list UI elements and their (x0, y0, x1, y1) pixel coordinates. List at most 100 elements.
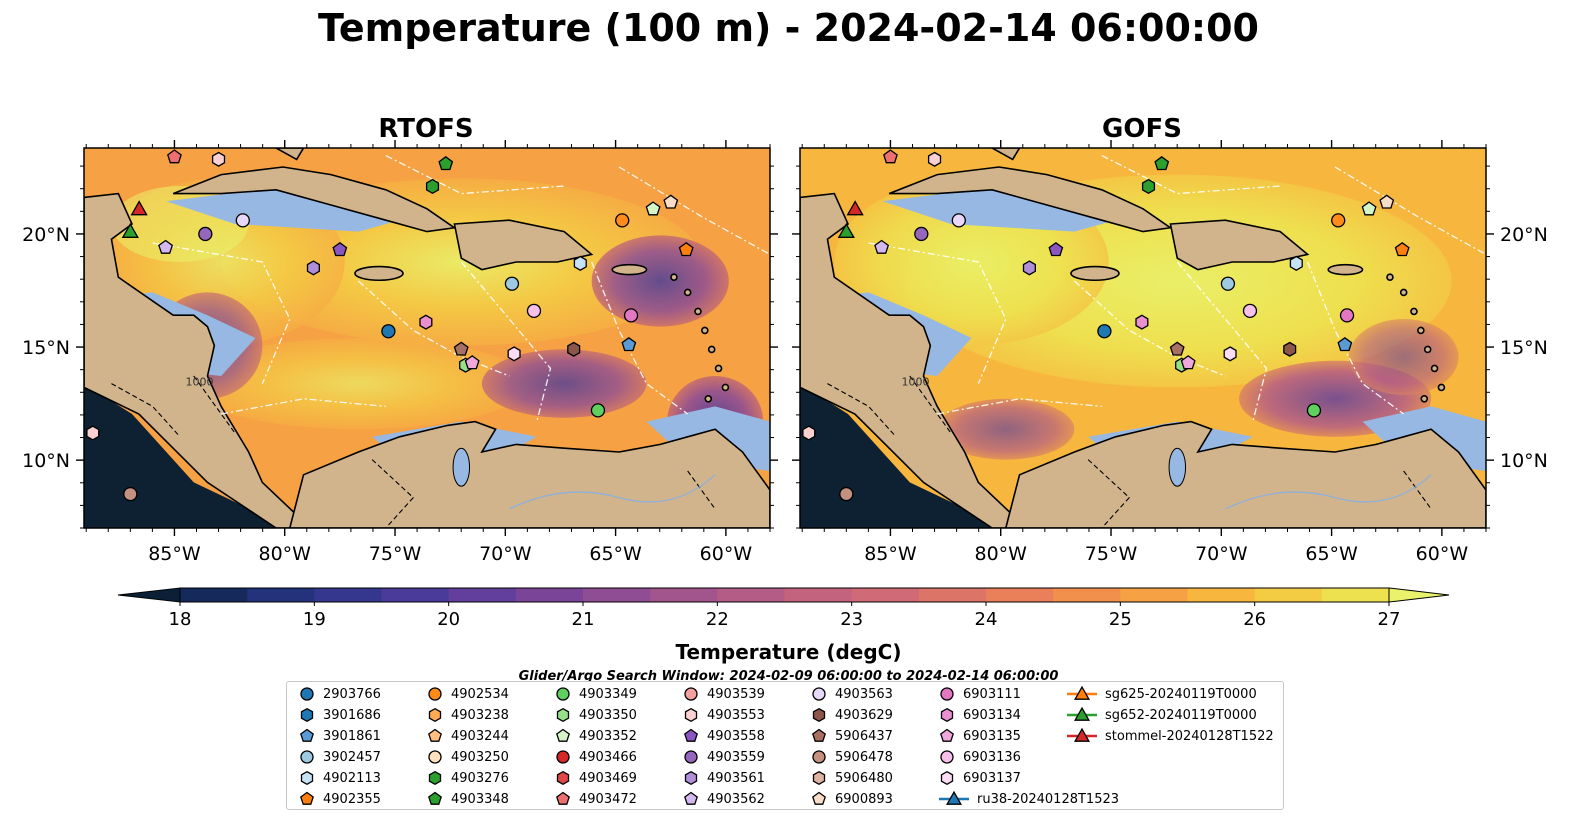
float-marker-4903558 (1048, 241, 1064, 257)
legend-item: 4903350 (553, 705, 637, 725)
legend-label: 4903250 (451, 749, 509, 765)
legend-label: 4902534 (451, 686, 509, 702)
legend-label: 6903134 (963, 707, 1021, 723)
legend-pentagon-icon (556, 791, 570, 805)
float-marker-3902457 (1220, 276, 1236, 291)
legend-item: 4903244 (425, 726, 509, 746)
lon-tick-label: 70°W (1195, 543, 1248, 565)
antilles-island (704, 394, 713, 403)
legend-item: 3901686 (297, 705, 381, 725)
legend-label: sg625-20240119T0000 (1105, 686, 1257, 702)
float-marker-4903561 (1022, 260, 1036, 276)
country-border (1087, 459, 1131, 528)
contour-label: 1000 (185, 376, 213, 389)
float-marker-4903276 (425, 178, 440, 195)
puerto-rico-land (1327, 263, 1364, 276)
eez-boundary (152, 242, 291, 384)
legend-label: 6903135 (963, 728, 1021, 744)
legend-label: 3901686 (323, 707, 381, 723)
river (1225, 474, 1432, 510)
temperature-patch (1348, 319, 1459, 395)
lon-tick-label: 60°W (700, 543, 753, 565)
legend-marker-icon (300, 728, 314, 742)
float-marker-5906478 (839, 486, 854, 502)
colorbar-segment (1120, 588, 1188, 602)
legend-label: 6903137 (963, 770, 1021, 786)
river (509, 474, 716, 510)
legend-marker-icon (1067, 727, 1097, 742)
float-marker-4903553 (86, 425, 100, 441)
float-marker-6903111 (1339, 308, 1355, 323)
legend-item: 4903250 (425, 747, 509, 767)
legend-item: 6903136 (937, 747, 1021, 767)
legend-item: 6903134 (937, 705, 1021, 725)
lon-tick-label: 75°W (1085, 543, 1138, 565)
colorbar-segment (650, 588, 718, 602)
float-marker-4903472 (883, 149, 898, 164)
eez-boundary (591, 261, 689, 415)
legend-hexagon-icon (300, 707, 314, 723)
float-marker-4903553 (927, 151, 942, 167)
legend-label: 4903469 (579, 770, 637, 786)
colorbar-segment (986, 588, 1054, 602)
legend-hexagon-icon (812, 770, 826, 786)
antilles-island (670, 273, 678, 282)
legend-label: 4903558 (707, 728, 765, 744)
legend-marker-icon (428, 770, 442, 786)
eez-boundary (357, 280, 510, 377)
central-america-land (800, 192, 1028, 528)
legend-item: 4903559 (681, 747, 765, 767)
antilles-island (694, 307, 702, 316)
colorbar-tick-label: 23 (840, 609, 863, 630)
legend-marker-icon (300, 687, 314, 701)
float-marker-4903352 (645, 201, 661, 216)
legend-item: 4903349 (553, 684, 637, 704)
legend-hexagon-icon (300, 770, 314, 786)
legend-label: 4903350 (579, 707, 637, 723)
legend-marker-icon (684, 707, 698, 723)
legend-marker-icon (812, 770, 826, 786)
colorbar-segment (1187, 588, 1256, 602)
float-marker-4902534 (615, 213, 630, 228)
legend-marker-icon (812, 791, 826, 805)
float-marker-4903553 (211, 151, 226, 167)
eez-boundary (221, 398, 386, 415)
legend-item: 5906437 (809, 726, 893, 746)
legend-item: 4903562 (681, 789, 765, 809)
contour-label: 1000 (901, 376, 929, 389)
temperature-patch (186, 338, 530, 430)
float-marker-4903629 (1283, 341, 1297, 357)
float-marker-4903563 (235, 213, 250, 228)
float-marker-6903134 (419, 314, 433, 330)
lon-tick-label: 70°W (479, 543, 532, 565)
legend-label: 6903136 (963, 749, 1021, 765)
legend-hexagon-icon (428, 707, 442, 723)
legend-circle-icon (940, 750, 954, 764)
float-marker-4903349 (590, 403, 606, 418)
float-marker-4903348 (438, 155, 454, 171)
float-marker-4903553 (802, 425, 816, 441)
float-marker-6903134 (1135, 314, 1149, 330)
legend-label: 4903276 (451, 770, 509, 786)
float-marker-4903352 (1361, 201, 1377, 216)
colorbar-segment (448, 588, 517, 602)
legend-triangle-icon (1073, 706, 1091, 721)
legend-marker-icon (1067, 685, 1097, 700)
colorbar-extend-high (1388, 587, 1450, 603)
float-marker-6903135 (464, 355, 480, 370)
legend-marker-icon (684, 770, 698, 786)
eez-boundary (1101, 155, 1281, 195)
legend-item: sg652-20240119T0000 (1065, 705, 1257, 725)
float-marker-6900893 (663, 194, 679, 209)
eez-boundary (618, 166, 770, 255)
legend-marker-icon (556, 750, 570, 764)
legend-marker-icon (812, 728, 826, 742)
legend-pentagon-icon (684, 728, 698, 742)
jamaica-land (354, 265, 404, 282)
figure-title: Temperature (100 m) - 2024-02-14 06:00:0… (317, 6, 1259, 50)
legend-circle-icon (300, 687, 314, 701)
legend-item: 4902355 (297, 789, 381, 809)
float-marker-4903629 (567, 341, 581, 357)
country-border (193, 375, 236, 434)
country-border (909, 375, 952, 434)
